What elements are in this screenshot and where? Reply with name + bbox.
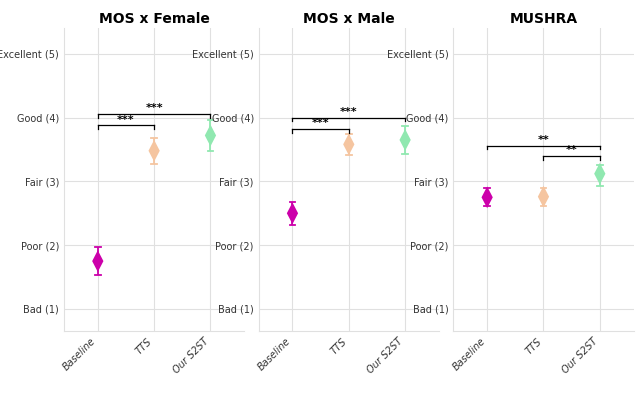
Polygon shape: [538, 186, 549, 208]
Polygon shape: [148, 140, 160, 162]
Polygon shape: [399, 129, 411, 151]
Text: ***: ***: [117, 115, 135, 124]
Title: MUSHRA: MUSHRA: [509, 12, 577, 26]
Polygon shape: [205, 124, 216, 146]
Title: MOS x Female: MOS x Female: [99, 12, 209, 26]
Title: MOS x Male: MOS x Male: [303, 12, 395, 26]
Text: **: **: [566, 145, 577, 155]
Polygon shape: [343, 134, 355, 155]
Text: **: **: [538, 135, 549, 145]
Polygon shape: [594, 163, 605, 185]
Polygon shape: [92, 250, 104, 272]
Polygon shape: [481, 187, 493, 208]
Text: ***: ***: [312, 118, 330, 128]
Polygon shape: [287, 202, 298, 224]
Text: ***: ***: [145, 103, 163, 113]
Text: ***: ***: [340, 107, 358, 117]
